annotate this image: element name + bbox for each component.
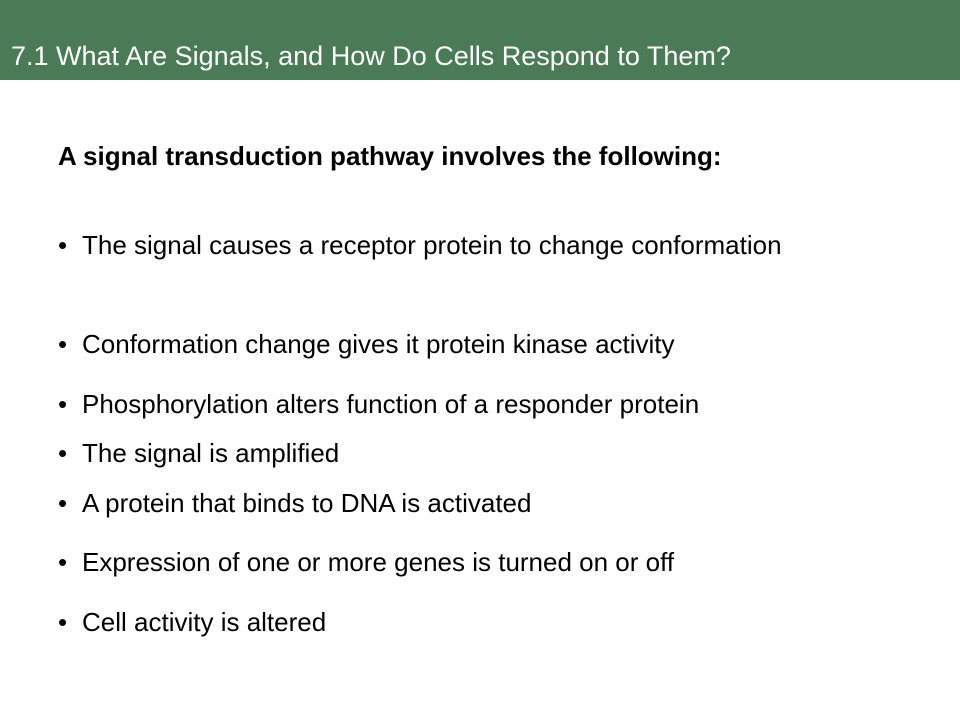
bullet-dot-icon: • xyxy=(58,230,68,260)
bullet-text: The signal causes a receptor protein to … xyxy=(82,230,782,260)
bullet-item: • Conformation change gives it protein k… xyxy=(58,325,918,364)
bullet-dot-icon: • xyxy=(58,389,68,419)
bullet-dot-icon: • xyxy=(58,329,68,359)
bullet-dot-icon: • xyxy=(58,488,68,518)
bullet-text: Expression of one or more genes is turne… xyxy=(82,547,675,577)
bullet-item: • Cell activity is altered xyxy=(58,603,918,642)
bullet-dot-icon: • xyxy=(58,547,68,577)
bullet-item: • The signal is amplified xyxy=(58,434,918,473)
bullet-text: Conformation change gives it protein kin… xyxy=(82,329,675,359)
bullet-item: • A protein that binds to DNA is activat… xyxy=(58,484,918,523)
bullet-text: Phosphorylation alters function of a res… xyxy=(82,389,700,419)
title-bar: 7.1 What Are Signals, and How Do Cells R… xyxy=(0,0,960,80)
bullet-item: • The signal causes a receptor protein t… xyxy=(58,226,918,265)
bullet-text: The signal is amplified xyxy=(82,438,340,468)
bullet-item: • Phosphorylation alters function of a r… xyxy=(58,385,918,424)
bullet-dot-icon: • xyxy=(58,607,68,637)
bullet-dot-icon: • xyxy=(58,438,68,468)
bullet-text: Cell activity is altered xyxy=(82,607,327,637)
bullet-text: A protein that binds to DNA is activated xyxy=(82,488,532,518)
slide-title: 7.1 What Are Signals, and How Do Cells R… xyxy=(11,41,731,71)
bullet-item: • Expression of one or more genes is tur… xyxy=(58,543,918,582)
lead-text: A signal transduction pathway involves t… xyxy=(58,141,722,171)
